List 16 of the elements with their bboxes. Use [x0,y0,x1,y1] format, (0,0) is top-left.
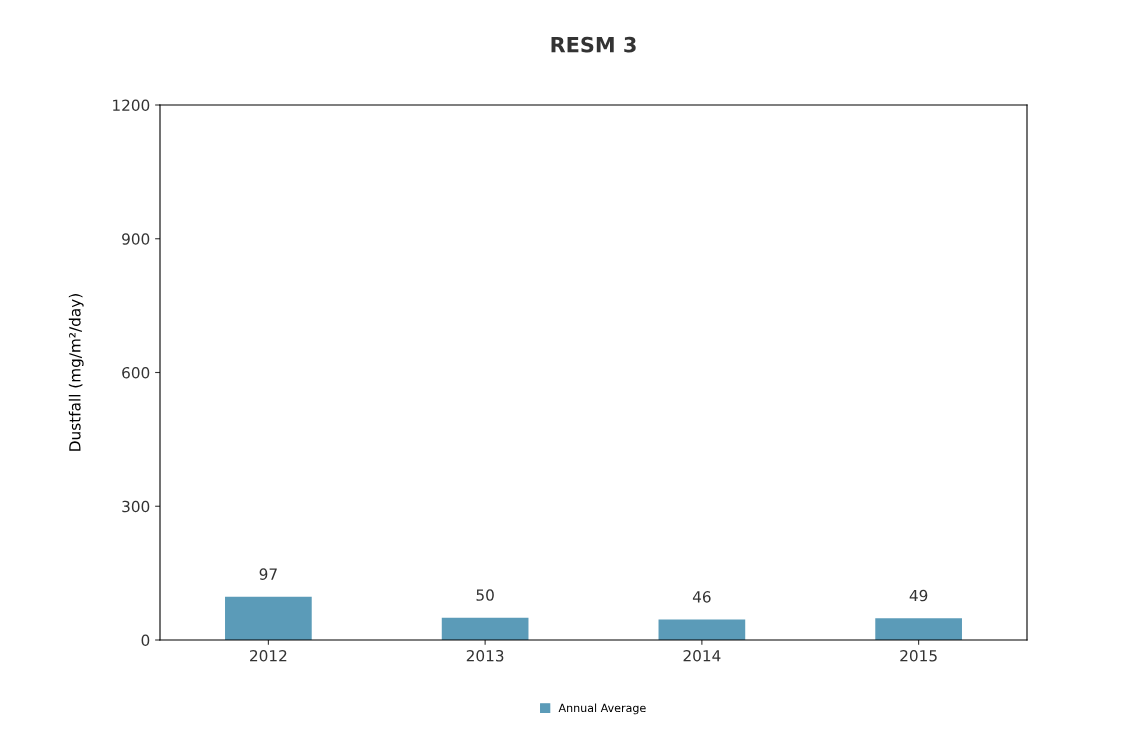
data-label: 97 [259,568,277,580]
data-label: 46 [692,591,711,603]
data-label: 50 [476,589,494,601]
data-label: 49 [909,589,928,602]
x-tick-label: 2015 [900,649,937,662]
y-axis-title: Dustfall (mg/m²/day) [68,294,84,451]
y-tick-label: 1200 [113,99,150,112]
y-tick-label: 0 [141,634,150,647]
chart-title: RESM 3 [551,36,636,53]
y-tick-label: 900 [122,233,150,245]
x-tick-label: 2013 [466,649,504,662]
x-tick-label: 2014 [683,649,721,662]
y-tick-label: 600 [122,366,150,379]
legend-label: Annual Average [558,703,646,715]
y-tick-label: 300 [122,500,150,513]
x-tick-label: 2012 [250,649,287,662]
